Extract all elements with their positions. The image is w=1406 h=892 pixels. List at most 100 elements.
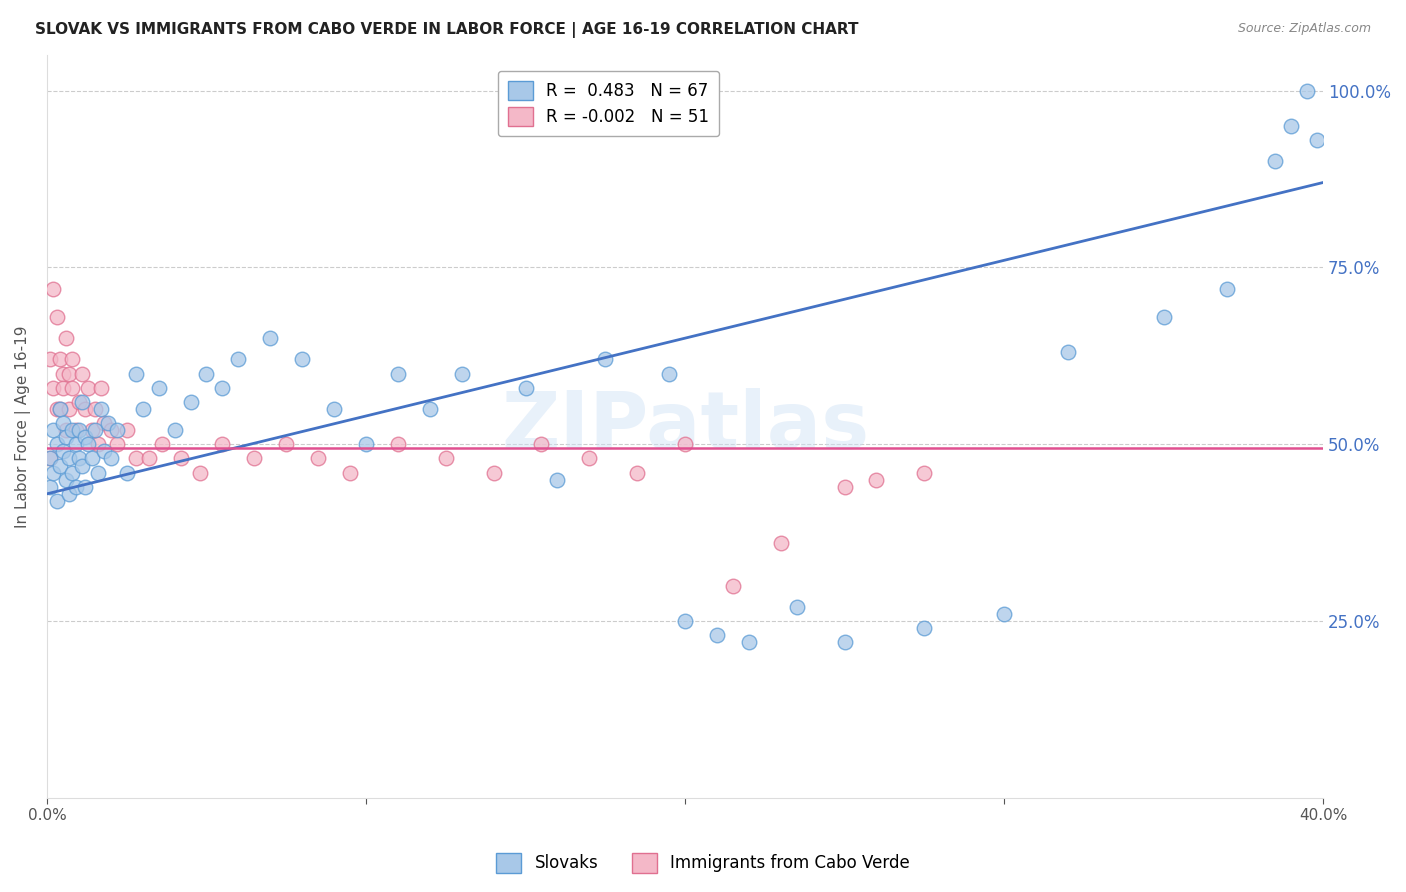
Point <box>62 423 84 437</box>
Point <box>93 416 115 430</box>
Point <box>65 480 87 494</box>
Point <box>354 437 377 451</box>
Point <box>58 401 80 416</box>
Point <box>706 628 728 642</box>
Point <box>55 423 77 437</box>
Point <box>58 451 80 466</box>
Point <box>55 473 77 487</box>
Point <box>42 381 65 395</box>
Point <box>105 437 128 451</box>
Point <box>786 600 808 615</box>
Point <box>90 401 112 416</box>
Point <box>626 466 648 480</box>
Point <box>163 423 186 437</box>
Point <box>39 352 62 367</box>
Point <box>125 451 148 466</box>
Point <box>42 282 65 296</box>
Point <box>80 423 103 437</box>
Point <box>434 451 457 466</box>
Point <box>834 480 856 494</box>
Point <box>48 458 70 473</box>
Point <box>67 394 90 409</box>
Point <box>1216 282 1239 296</box>
Point <box>148 381 170 395</box>
Point <box>339 466 361 480</box>
Point <box>87 437 110 451</box>
Point <box>52 367 75 381</box>
Point <box>211 437 233 451</box>
Point <box>70 394 93 409</box>
Point <box>39 451 62 466</box>
Point <box>243 451 266 466</box>
Point <box>52 416 75 430</box>
Point <box>419 401 441 416</box>
Point <box>658 367 681 381</box>
Point <box>387 367 409 381</box>
Point <box>769 536 792 550</box>
Point <box>62 381 84 395</box>
Point <box>62 352 84 367</box>
Point <box>100 423 122 437</box>
Point <box>1306 133 1329 147</box>
Point <box>52 444 75 458</box>
Point <box>48 352 70 367</box>
Point <box>125 367 148 381</box>
Point <box>276 437 298 451</box>
Point <box>77 437 100 451</box>
Point <box>834 635 856 649</box>
Point <box>42 423 65 437</box>
Point <box>1153 310 1175 324</box>
Text: ZIPatlas: ZIPatlas <box>501 388 869 466</box>
Point <box>93 444 115 458</box>
Point <box>530 437 553 451</box>
Point <box>100 451 122 466</box>
Point <box>75 401 97 416</box>
Point <box>67 451 90 466</box>
Point <box>578 451 600 466</box>
Point <box>993 607 1015 621</box>
Point <box>450 367 472 381</box>
Point <box>170 451 193 466</box>
Legend: Slovaks, Immigrants from Cabo Verde: Slovaks, Immigrants from Cabo Verde <box>489 847 917 880</box>
Point <box>45 310 67 324</box>
Point <box>97 416 120 430</box>
Point <box>138 451 160 466</box>
Point <box>55 430 77 444</box>
Point <box>323 401 346 416</box>
Legend: R =  0.483   N = 67, R = -0.002   N = 51: R = 0.483 N = 67, R = -0.002 N = 51 <box>498 70 718 136</box>
Point <box>42 466 65 480</box>
Point <box>115 423 138 437</box>
Point <box>546 473 568 487</box>
Point <box>673 437 696 451</box>
Point <box>180 394 202 409</box>
Point <box>1279 119 1302 133</box>
Point <box>228 352 250 367</box>
Point <box>291 352 314 367</box>
Text: Source: ZipAtlas.com: Source: ZipAtlas.com <box>1237 22 1371 36</box>
Point <box>39 480 62 494</box>
Point <box>52 381 75 395</box>
Point <box>482 466 505 480</box>
Point <box>48 401 70 416</box>
Point <box>912 466 935 480</box>
Point <box>211 381 233 395</box>
Point <box>83 423 105 437</box>
Point <box>307 451 329 466</box>
Point <box>105 423 128 437</box>
Point <box>738 635 761 649</box>
Point <box>58 487 80 501</box>
Point <box>131 401 153 416</box>
Point <box>45 401 67 416</box>
Point <box>1264 154 1286 169</box>
Point <box>62 466 84 480</box>
Point <box>1057 345 1080 359</box>
Point <box>87 466 110 480</box>
Text: SLOVAK VS IMMIGRANTS FROM CABO VERDE IN LABOR FORCE | AGE 16-19 CORRELATION CHAR: SLOVAK VS IMMIGRANTS FROM CABO VERDE IN … <box>35 22 859 38</box>
Point <box>70 367 93 381</box>
Point <box>595 352 617 367</box>
Point <box>67 423 90 437</box>
Point <box>865 473 887 487</box>
Point <box>75 480 97 494</box>
Point <box>721 579 744 593</box>
Point <box>45 494 67 508</box>
